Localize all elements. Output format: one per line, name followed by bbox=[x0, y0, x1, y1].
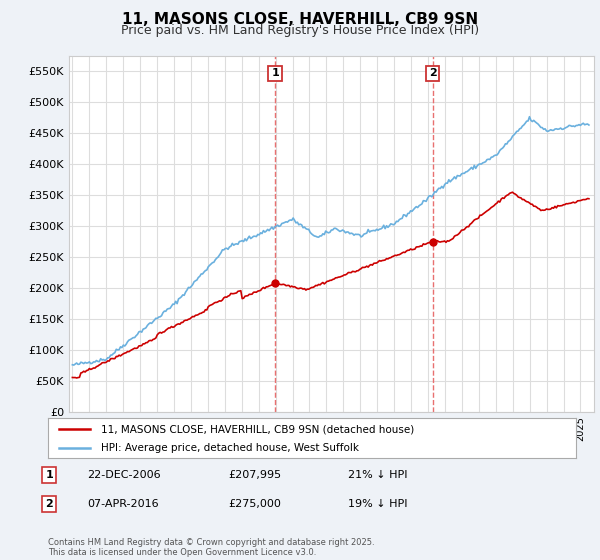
Text: 2: 2 bbox=[46, 499, 53, 509]
Text: 21% ↓ HPI: 21% ↓ HPI bbox=[348, 470, 407, 480]
Text: HPI: Average price, detached house, West Suffolk: HPI: Average price, detached house, West… bbox=[101, 443, 359, 453]
Text: 22-DEC-2006: 22-DEC-2006 bbox=[87, 470, 161, 480]
Text: 2: 2 bbox=[429, 68, 436, 78]
Text: Price paid vs. HM Land Registry's House Price Index (HPI): Price paid vs. HM Land Registry's House … bbox=[121, 24, 479, 37]
Text: £275,000: £275,000 bbox=[228, 499, 281, 509]
Text: Contains HM Land Registry data © Crown copyright and database right 2025.
This d: Contains HM Land Registry data © Crown c… bbox=[48, 538, 374, 557]
Text: 1: 1 bbox=[271, 68, 279, 78]
Text: 11, MASONS CLOSE, HAVERHILL, CB9 9SN (detached house): 11, MASONS CLOSE, HAVERHILL, CB9 9SN (de… bbox=[101, 424, 414, 434]
Text: 19% ↓ HPI: 19% ↓ HPI bbox=[348, 499, 407, 509]
Text: £207,995: £207,995 bbox=[228, 470, 281, 480]
Text: 07-APR-2016: 07-APR-2016 bbox=[87, 499, 158, 509]
Text: 11, MASONS CLOSE, HAVERHILL, CB9 9SN: 11, MASONS CLOSE, HAVERHILL, CB9 9SN bbox=[122, 12, 478, 27]
Text: 1: 1 bbox=[46, 470, 53, 480]
